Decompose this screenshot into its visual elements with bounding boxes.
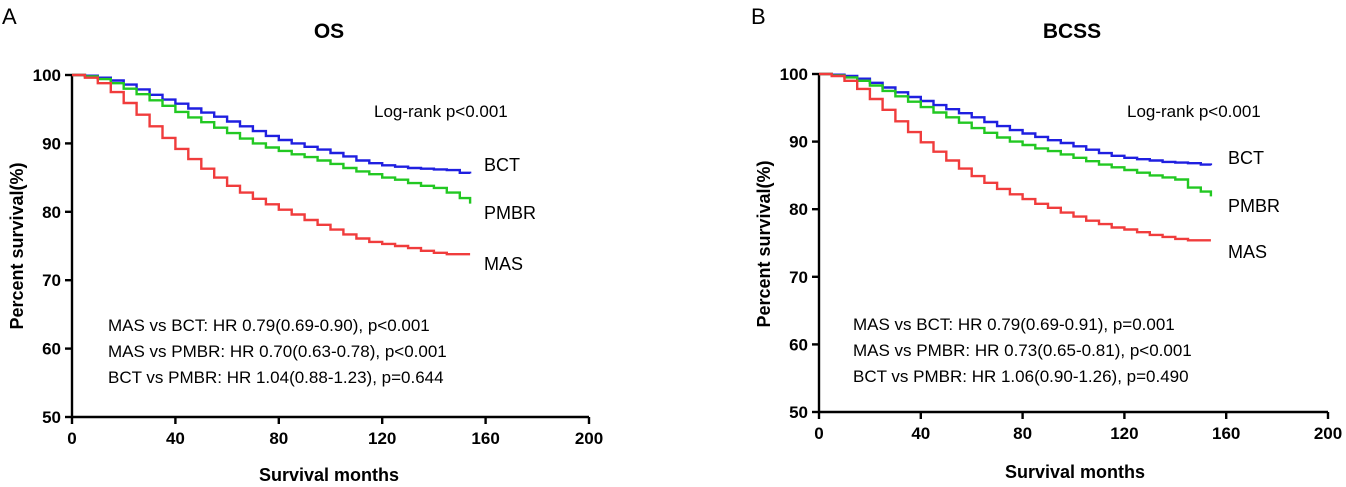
y-tick-label: 60	[789, 335, 808, 354]
x-tick-label: 200	[1314, 424, 1342, 443]
hr-annotation-1: MAS vs BCT: HR 0.79(0.69-0.90), p<0.001	[108, 316, 430, 335]
x-tick-label: 160	[471, 429, 499, 448]
y-tick-label: 70	[789, 268, 808, 287]
panel-os: A OS Survival months Percent survival(%)…	[2, 4, 603, 485]
y-axis-label: Percent survival(%)	[7, 162, 27, 329]
y-axis-label: Percent survival(%)	[754, 160, 774, 327]
y-tick-label: 100	[33, 66, 61, 85]
logrank-annotation: Log-rank p<0.001	[1127, 102, 1261, 121]
survival-curve-mas	[72, 73, 471, 256]
survival-curve-pmbr	[72, 73, 472, 204]
survival-curve-bct	[72, 73, 472, 174]
y-tick-label: 50	[789, 403, 808, 422]
panel-bcss: B BCSS Survival months Percent survival(…	[751, 4, 1342, 482]
y-tick-label: 90	[789, 133, 808, 152]
hr-annotation-2: MAS vs PMBR: HR 0.70(0.63-0.78), p<0.001	[108, 342, 447, 361]
panel-letter: B	[751, 4, 766, 29]
x-tick-label: 120	[368, 429, 396, 448]
x-tick-label: 160	[1212, 424, 1240, 443]
x-tick-label: 0	[67, 429, 76, 448]
survival-curve-pmbr	[819, 72, 1213, 197]
y-tick-label: 70	[42, 271, 61, 290]
series-label-mas: MAS	[484, 254, 523, 274]
x-axis-label: Survival months	[1005, 462, 1145, 482]
panel-letter: A	[2, 4, 17, 29]
x-tick-label: 200	[575, 429, 603, 448]
x-tick-label: 80	[269, 429, 288, 448]
survival-curve-bct	[819, 72, 1213, 166]
x-tick-label: 0	[814, 424, 823, 443]
series-label-pmbr: PMBR	[1228, 196, 1280, 216]
x-tick-label: 80	[1013, 424, 1032, 443]
x-tick-label: 40	[911, 424, 930, 443]
chart-title: OS	[314, 20, 344, 43]
hr-annotation-2: MAS vs PMBR: HR 0.73(0.65-0.81), p<0.001	[853, 341, 1192, 360]
y-tick-label: 80	[789, 200, 808, 219]
hr-annotation-3: BCT vs PMBR: HR 1.06(0.90-1.26), p=0.490	[853, 367, 1189, 386]
chart-title: BCSS	[1043, 20, 1101, 43]
logrank-annotation: Log-rank p<0.001	[374, 102, 508, 121]
x-tick-label: 120	[1110, 424, 1138, 443]
series-label-mas: MAS	[1228, 242, 1267, 262]
series-label-pmbr: PMBR	[484, 203, 536, 223]
x-axis-label: Survival months	[259, 465, 399, 485]
hr-annotation-3: BCT vs PMBR: HR 1.04(0.88-1.23), p=0.644	[108, 368, 444, 387]
hr-annotation-1: MAS vs BCT: HR 0.79(0.69-0.91), p=0.001	[853, 315, 1175, 334]
y-tick-label: 100	[780, 65, 808, 84]
series-label-bct: BCT	[484, 155, 520, 175]
y-tick-label: 50	[42, 408, 61, 427]
survival-curve-mas	[819, 72, 1211, 242]
y-tick-label: 80	[42, 203, 61, 222]
y-tick-label: 90	[42, 134, 61, 153]
x-tick-label: 40	[166, 429, 185, 448]
y-tick-label: 60	[42, 340, 61, 359]
series-label-bct: BCT	[1228, 148, 1264, 168]
